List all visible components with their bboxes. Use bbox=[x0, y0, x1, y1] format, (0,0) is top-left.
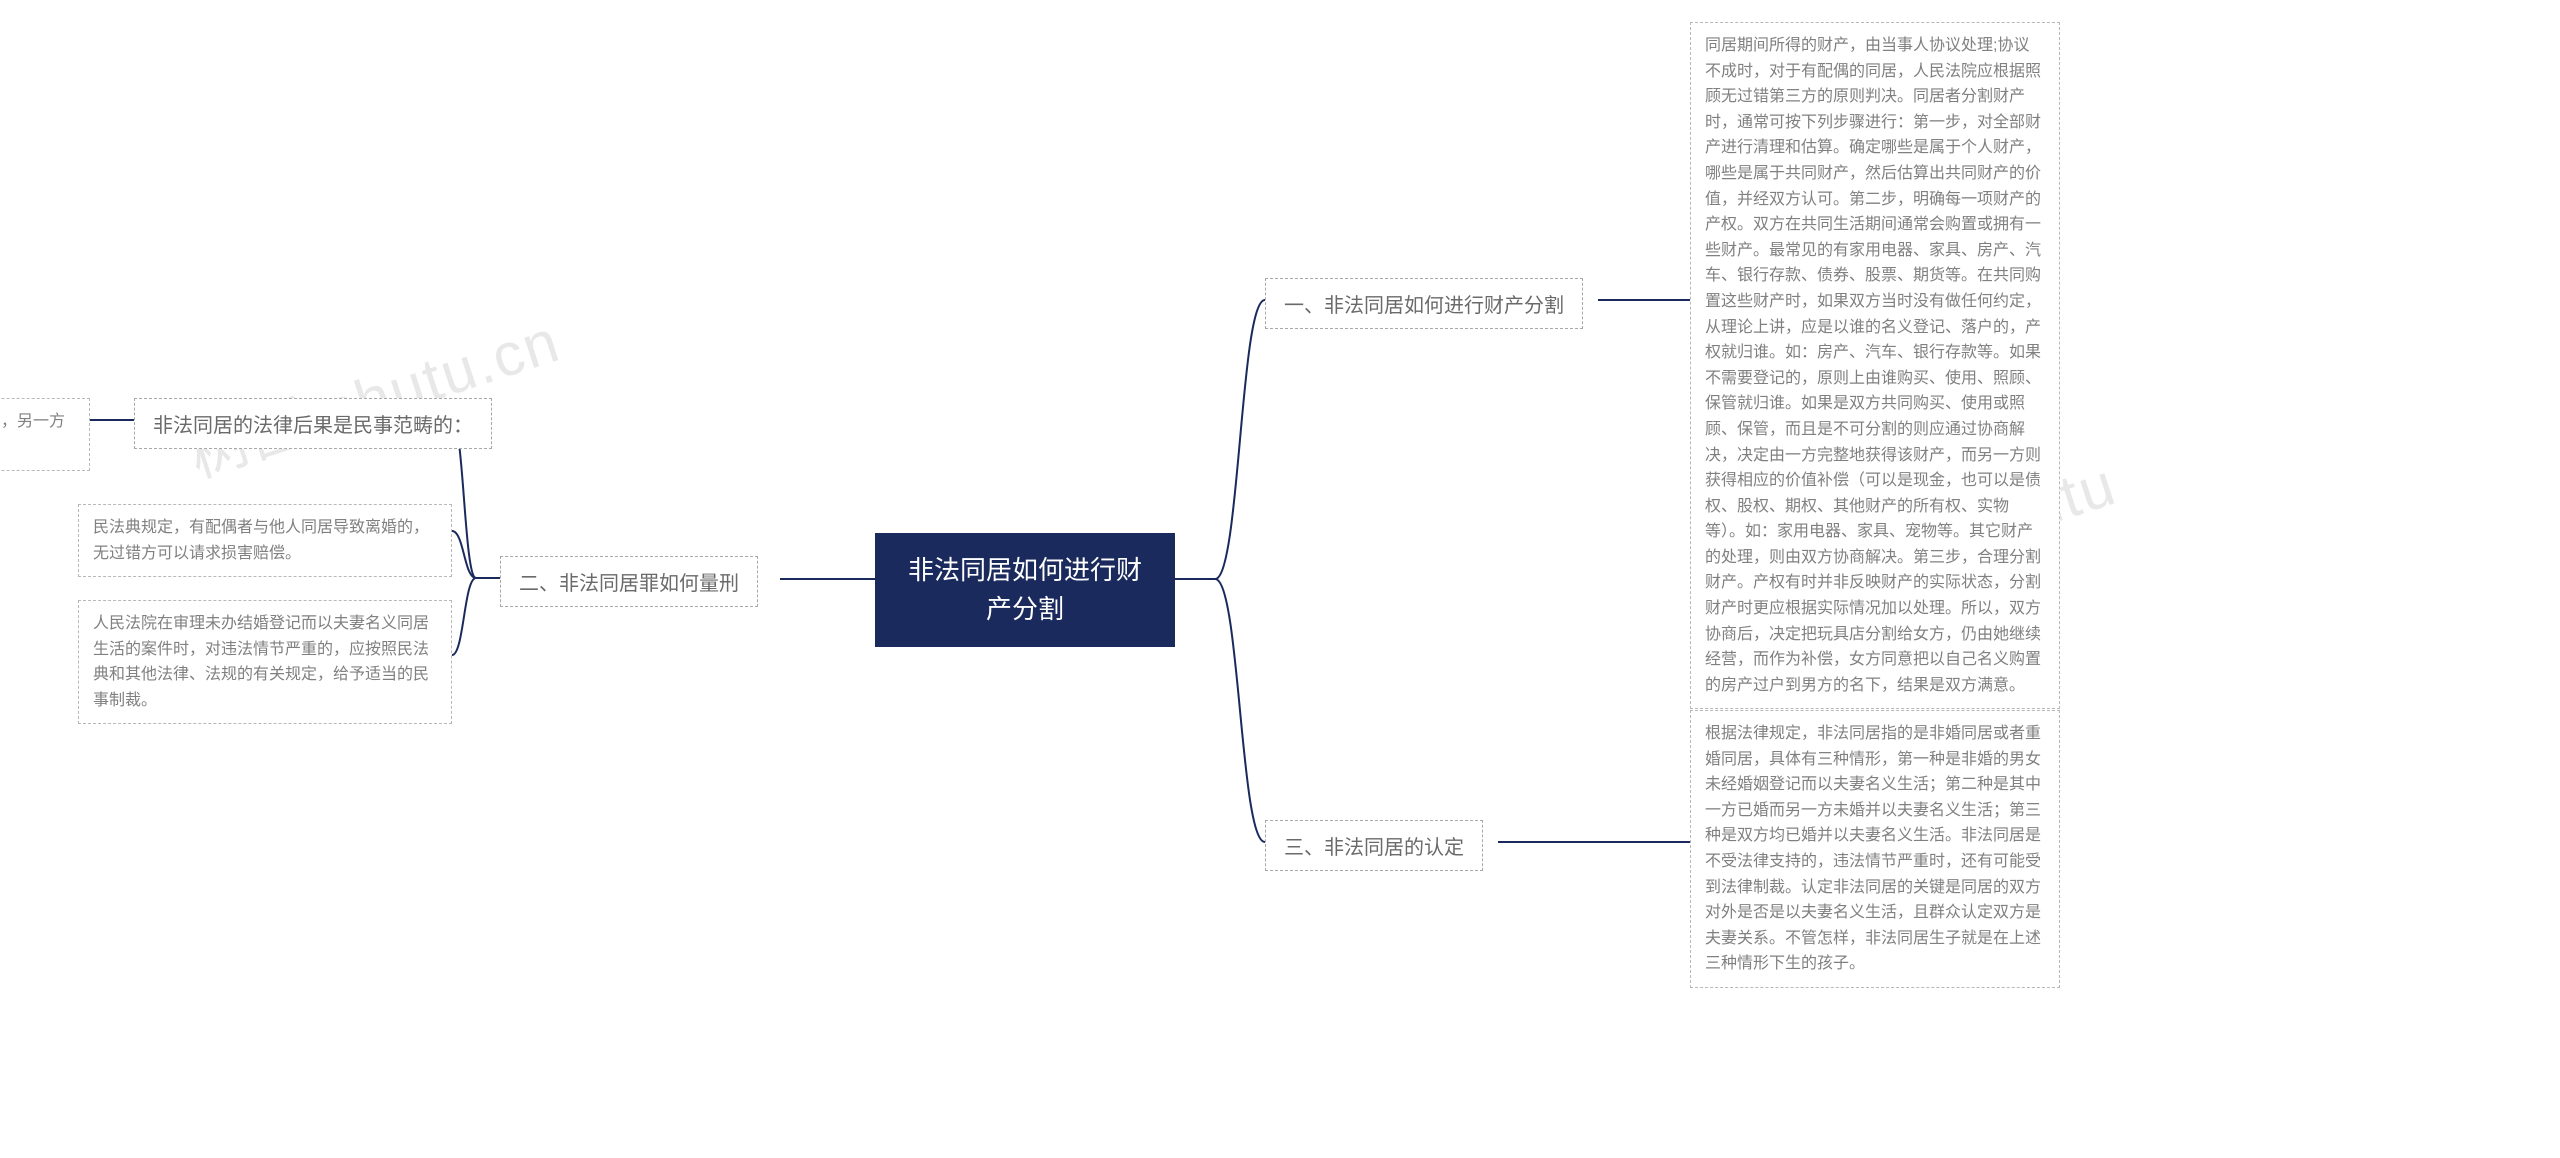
leaf-r1[interactable]: 同居期间所得的财产，由当事人协议处理;协议不成时，对于有配偶的同居，人民法院应根… bbox=[1690, 22, 2060, 709]
branch-l-label: 二、非法同居罪如何量刑 bbox=[519, 573, 739, 595]
branch-r1[interactable]: 一、非法同居如何进行财产分割 bbox=[1265, 278, 1583, 329]
leaf-l-c1[interactable]: 民法典规定，有配偶者与他人同居的，另一方可以据此提出离婚。 bbox=[0, 398, 90, 471]
watermark-1: 树图 shutu.cn bbox=[176, 293, 570, 495]
branch-l-c1-label: 非法同居的法律后果是民事范畴的： bbox=[153, 415, 473, 437]
leaf-r2[interactable]: 根据法律规定，非法同居指的是非婚同居或者重婚同居，具体有三种情形，第一种是非婚的… bbox=[1690, 710, 2060, 988]
leaf-l-c3-text: 人民法院在审理未办结婚登记而以夫妻名义同居生活的案件时，对违法情节严重的，应按照… bbox=[93, 615, 429, 709]
branch-r2[interactable]: 三、非法同居的认定 bbox=[1265, 820, 1483, 871]
leaf-l-c2-text: 民法典规定，有配偶者与他人同居导致离婚的，无过错方可以请求损害赔偿。 bbox=[93, 519, 429, 562]
branch-l[interactable]: 二、非法同居罪如何量刑 bbox=[500, 556, 758, 607]
leaf-l-c2[interactable]: 民法典规定，有配偶者与他人同居导致离婚的，无过错方可以请求损害赔偿。 bbox=[78, 504, 452, 577]
leaf-r1-text: 同居期间所得的财产，由当事人协议处理;协议不成时，对于有配偶的同居，人民法院应根… bbox=[1705, 37, 2041, 694]
center-label: 非法同居如何进行财产分割 bbox=[908, 555, 1142, 624]
leaf-l-c1-text: 民法典规定，有配偶者与他人同居的，另一方可以据此提出离婚。 bbox=[0, 413, 65, 456]
leaf-r2-text: 根据法律规定，非法同居指的是非婚同居或者重婚同居，具体有三种情形，第一种是非婚的… bbox=[1705, 725, 2041, 972]
branch-l-c1[interactable]: 非法同居的法律后果是民事范畴的： bbox=[134, 398, 492, 449]
branch-r2-label: 三、非法同居的认定 bbox=[1284, 837, 1464, 859]
center-node[interactable]: 非法同居如何进行财产分割 bbox=[875, 533, 1175, 647]
leaf-l-c3[interactable]: 人民法院在审理未办结婚登记而以夫妻名义同居生活的案件时，对违法情节严重的，应按照… bbox=[78, 600, 452, 724]
connectors bbox=[0, 0, 2560, 1158]
branch-r1-label: 一、非法同居如何进行财产分割 bbox=[1284, 295, 1564, 317]
